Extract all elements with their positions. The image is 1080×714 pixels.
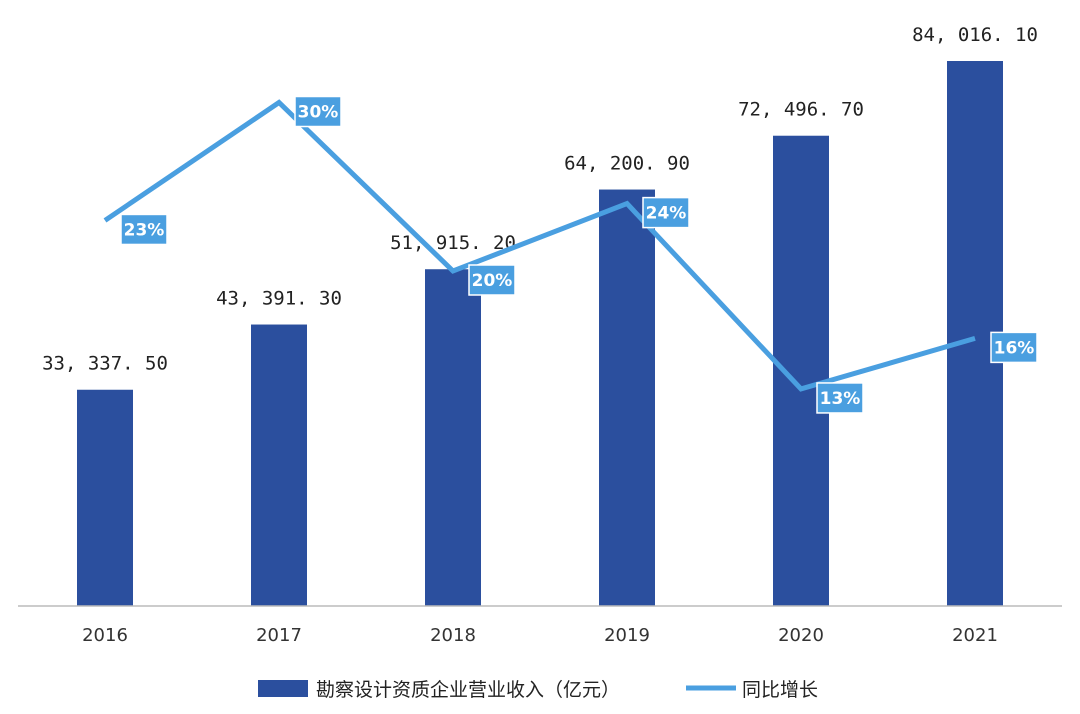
bar-value-label-2016: 33, 337. 50 — [42, 353, 168, 375]
bar-value-label-2018: 51, 915. 20 — [390, 232, 516, 254]
x-tick-2018: 2018 — [430, 625, 476, 646]
growth-label-box-2017 — [294, 95, 342, 128]
growth-label-box-2016 — [120, 213, 168, 246]
bar-value-label-2021: 84, 016. 10 — [912, 24, 1038, 46]
x-tick-2019: 2019 — [604, 625, 650, 646]
bar-2018 — [425, 269, 481, 606]
x-tick-2021: 2021 — [952, 625, 998, 646]
growth-label-text-2018: 20% — [472, 271, 513, 291]
growth-label-box-2021 — [990, 331, 1038, 364]
growth-label-2019: 24% — [642, 196, 690, 229]
growth-label-box-2020 — [816, 382, 864, 414]
growth-label-box-2018 — [468, 264, 516, 296]
legend-bar-swatch — [258, 680, 308, 697]
legend: 勘察设计资质企业营业收入（亿元） 同比增长 — [258, 679, 818, 701]
growth-line — [103, 99, 976, 392]
bar-value-label-2020: 72, 496. 70 — [738, 99, 864, 121]
growth-line-layer — [103, 99, 976, 392]
x-tick-2020: 2020 — [778, 625, 824, 646]
bar-2017 — [251, 324, 307, 606]
growth-label-text-2017: 30% — [298, 103, 339, 123]
legend-line-label: 同比增长 — [742, 679, 818, 701]
bar-value-label-2017: 43, 391. 30 — [216, 288, 342, 310]
bar-2016 — [77, 389, 133, 606]
growth-label-text-2016: 23% — [124, 220, 165, 240]
bar-2019 — [599, 189, 655, 606]
growth-label-text-2020: 13% — [820, 389, 861, 409]
growth-label-box-2019 — [642, 196, 690, 229]
bar-labels-layer: 33, 337. 50 43, 391. 30 51, 915. 20 64, 200… — [42, 24, 1038, 375]
growth-label-2016: 23% — [120, 213, 168, 246]
growth-labels-layer: 23% 30% 20% 24% 13% 16% — [120, 95, 1038, 414]
x-tick-2017: 2017 — [256, 625, 302, 646]
growth-label-2017: 30% — [294, 95, 342, 128]
bar-value-label-2019: 64, 200. 90 — [564, 153, 690, 175]
growth-label-2020: 13% — [816, 382, 864, 414]
x-tick-2016: 2016 — [82, 625, 128, 646]
x-tick-labels: 2016 2017 2018 2019 2020 2021 — [82, 625, 998, 646]
growth-label-text-2021: 16% — [994, 338, 1035, 358]
growth-label-text-2019: 24% — [646, 204, 687, 224]
growth-label-2018: 20% — [468, 264, 516, 296]
legend-bar-label: 勘察设计资质企业营业收入（亿元） — [316, 679, 620, 701]
growth-label-2021: 16% — [990, 331, 1038, 364]
